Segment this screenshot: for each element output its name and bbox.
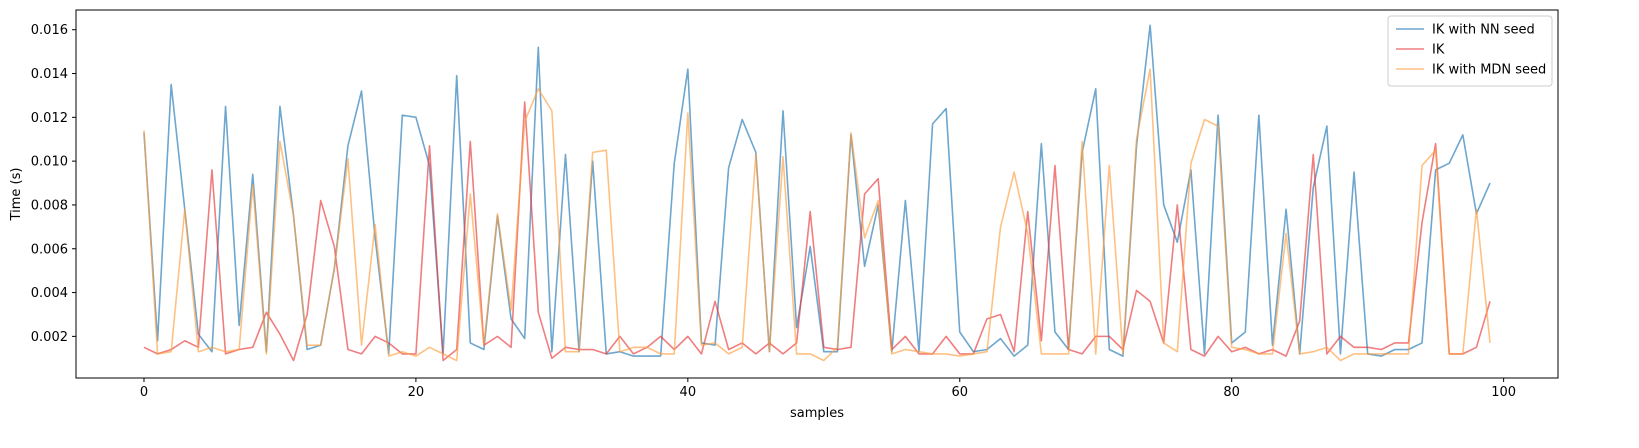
x-tick-label: 0: [140, 385, 148, 400]
y-tick-label: 0.006: [31, 242, 68, 257]
series-line-0: [143, 24, 1491, 357]
x-tick-label: 80: [1223, 385, 1240, 400]
x-tick-label: 40: [680, 385, 697, 400]
x-axis: 0 20 40 60 80 100: [140, 378, 1516, 400]
series-line-1: [143, 101, 1491, 362]
legend-label: IK with MDN seed: [1432, 63, 1546, 78]
legend: IK with NN seed IK IK with MDN seed: [1387, 15, 1553, 87]
x-axis-label: samples: [790, 406, 844, 421]
y-axis: 0.002 0.004 0.006 0.008 0.010 0.012 0.014 0.016: [31, 23, 76, 345]
y-tick-label: 0.012: [31, 111, 68, 126]
plot-frame: [75, 9, 1559, 379]
x-tick-label: 20: [408, 385, 425, 400]
y-axis-label: Time (s): [9, 168, 24, 222]
legend-label: IK: [1432, 43, 1445, 58]
y-tick-label: 0.002: [31, 330, 68, 345]
y-tick-label: 0.010: [31, 155, 68, 170]
x-tick-label: 100: [1491, 385, 1516, 400]
series-line-2: [143, 68, 1491, 362]
y-tick-label: 0.004: [31, 286, 68, 301]
legend-label: IK with NN seed: [1432, 23, 1535, 38]
y-tick-label: 0.014: [31, 67, 68, 82]
plot-lines: [143, 24, 1491, 362]
legend-box: [1387, 15, 1553, 87]
y-tick-label: 0.008: [31, 198, 68, 213]
x-tick-label: 60: [951, 385, 968, 400]
y-tick-label: 0.016: [31, 23, 68, 38]
